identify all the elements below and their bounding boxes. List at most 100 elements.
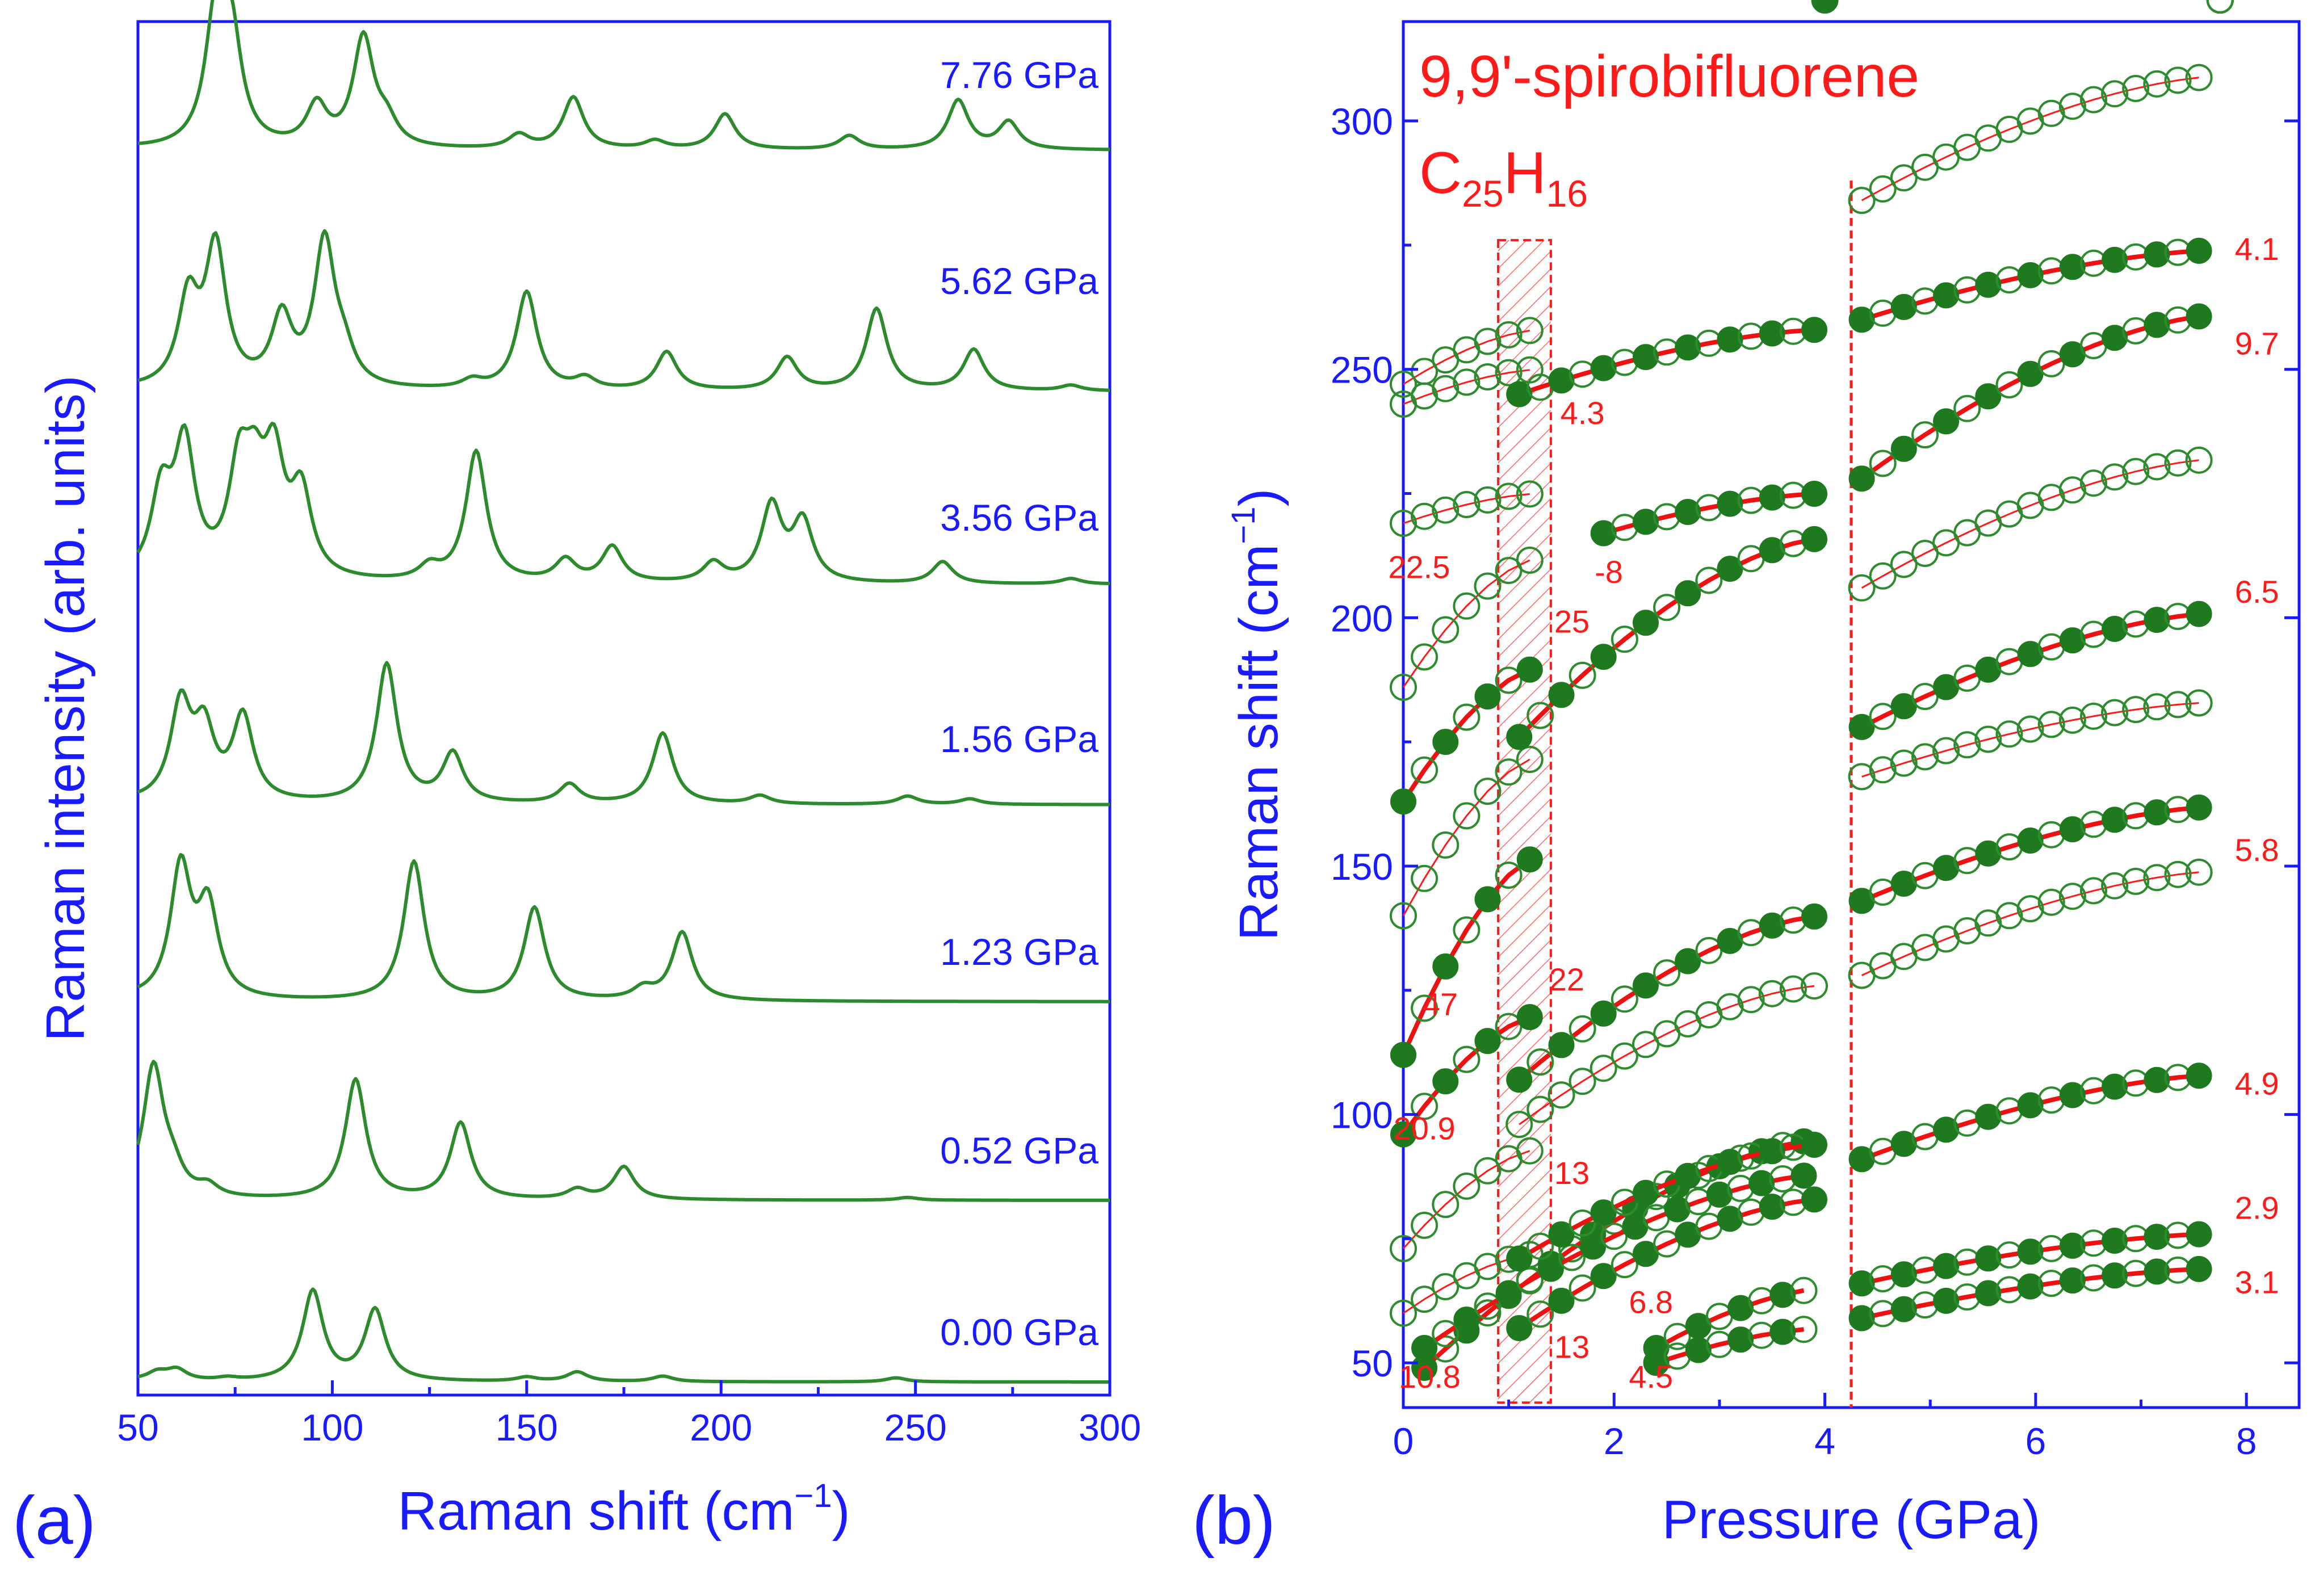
open-data-point [2143,70,2171,98]
filled-data-point [1759,484,1785,511]
open-data-point [1432,831,1460,859]
spectrum-4 [136,422,1110,586]
filled-data-point [1975,840,2002,867]
slope-label: 22 [1549,961,1584,997]
filled-data-point [2186,794,2212,821]
open-data-point [1974,725,2002,753]
filled-data-point [1890,1296,1917,1322]
open-data-point [2101,872,2129,900]
filled-data-point [1506,1245,1533,1272]
a-x-tick-label: 250 [884,1406,947,1448]
b-y-tick-label: 250 [1331,349,1393,391]
filled-data-point [1848,306,1875,333]
open-data-point [1505,1111,1533,1139]
filled-data-point [1933,1116,1960,1143]
filled-data-point [2186,303,2212,330]
open-data-point [1995,371,2023,398]
open-data-point [1390,902,1417,930]
panel-b-content: 22.5 -825 47 22 20.9 13 13 10.8 6.8 4.5 4.3 4.1 9.7 6… [1388,0,2279,1408]
open-data-point [2164,66,2192,94]
filled-data-point [2059,627,2086,654]
filled-data-point [1769,1282,1796,1308]
panel-a-frame [136,20,1112,1397]
pressure-label: 0.52 GPa [940,1129,1098,1171]
fit-line [1403,329,1530,385]
open-data-point [1569,1209,1596,1237]
open-data-point [1411,994,1439,1022]
filled-data-point [2017,1238,2044,1265]
b-x-tick-label: 8 [2236,1420,2257,1462]
filled-data-point [1506,724,1533,750]
filled-data-point [1633,509,1659,535]
filled-data-point [2144,607,2170,633]
open-data-point [1779,975,1807,1003]
filled-data-point [2102,1228,2128,1254]
b-y-tick-label: 200 [1331,597,1393,639]
open-data-point [1737,986,1765,1014]
open-data-point [1911,421,1939,449]
a-x-tick-label: 50 [117,1406,158,1448]
open-data-point [1495,862,1523,889]
fit-line [1401,1015,1531,1136]
open-data-point [1516,480,1544,508]
spectrum-2 [137,852,1110,1003]
filled-data-point [1516,656,1543,683]
slope-label: 13 [1554,1155,1590,1191]
panel-a-pressure-labels: 0.00 GPa 0.52 GPa 1.23 GPa 1.56 GPa 3.56 GPa… [940,54,1098,1353]
open-data-point [1995,902,2023,930]
filled-data-point [1975,271,2002,298]
open-data-point [2037,888,2065,916]
open-data-point [2143,453,2171,481]
filled-data-point [1933,1287,1960,1314]
spectrum-5 [137,229,1110,392]
open-data-point [1495,482,1523,510]
open-data-point [1569,1015,1596,1043]
open-data-point [2185,64,2213,91]
filled-data-point [1759,1194,1785,1220]
filled-data-point [1685,1337,1712,1363]
open-data-point [2101,80,2129,108]
filled-data-point [1411,1335,1438,1361]
fit-line [1861,702,2199,778]
open-data-point [1474,327,1502,355]
open-data-point [1663,1322,1691,1350]
open-data-point [1558,1244,1586,1271]
filled-data-point [1516,1004,1543,1030]
open-data-point [1516,746,1544,773]
open-data-point [1474,1157,1502,1185]
slope-label: 22.5 [1388,549,1450,585]
filled-data-point [1643,1350,1670,1376]
filled-data-point [1675,580,1701,607]
open-data-point [1390,510,1417,537]
open-data-point [2206,0,2234,14]
fit-line [1519,985,1815,1125]
open-data-point [1569,1274,1596,1302]
open-data-point [1653,594,1681,621]
filled-data-point [1633,344,1659,371]
filled-data-point [1590,1263,1617,1290]
filled-data-point [1390,1121,1416,1148]
filled-data-point [1516,846,1543,873]
open-data-point [1495,758,1523,786]
open-data-point [2016,715,2044,743]
slope-label: 4.3 [1561,395,1605,431]
filled-data-point [2102,1073,2128,1100]
panel-a-y-axis-title: Raman intensity (arb. units) [35,375,96,1041]
open-data-point [2058,93,2086,120]
filled-data-point [1548,1221,1575,1248]
open-data-point [1869,175,1897,203]
open-data-point [1890,749,1918,777]
open-data-point [1611,625,1638,653]
open-data-point [1495,321,1523,348]
filled-data-point [1801,1186,1827,1213]
slope-label: -8 [1595,554,1623,590]
filled-data-point [1933,408,1960,435]
open-data-point [1848,763,1876,791]
open-data-point [1432,1191,1460,1219]
filled-data-point [1790,1162,1817,1189]
open-data-point [1526,1232,1554,1260]
open-data-point [1848,574,1876,602]
panel-a-x-axis-title: Raman shift (cm−1) [398,1477,850,1542]
open-data-point [1516,317,1544,345]
open-data-point [1411,643,1439,671]
